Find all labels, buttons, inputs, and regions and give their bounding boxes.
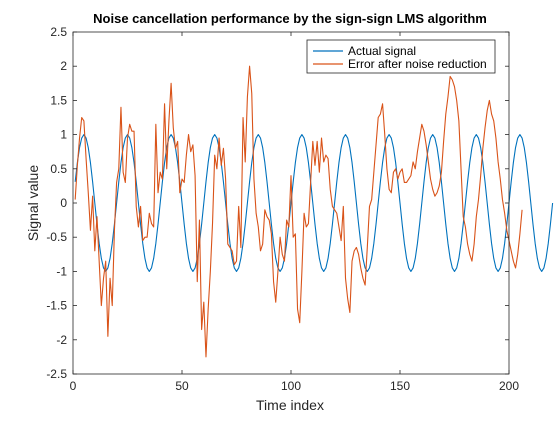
series-layer xyxy=(74,65,554,358)
y-tick-label: 0.5 xyxy=(50,162,67,176)
x-tick-label: 0 xyxy=(70,379,77,393)
y-tick-label: 2.5 xyxy=(50,25,67,39)
series-line-actual xyxy=(74,134,554,272)
y-tick-label: 1 xyxy=(60,128,67,142)
x-tick-label: 100 xyxy=(281,379,301,393)
y-tick-label: -2.5 xyxy=(46,367,67,381)
y-tick-label: -1.5 xyxy=(46,299,67,313)
x-axis-label: Time index xyxy=(256,397,324,413)
legend-label-actual: Actual signal xyxy=(348,44,416,58)
y-tick-label: -0.5 xyxy=(46,230,67,244)
y-tick-label: 0 xyxy=(60,196,67,210)
x-tick-label: 200 xyxy=(499,379,519,393)
y-tick-label: 1.5 xyxy=(50,93,67,107)
axes-layer: 0 50 100 150 200 -2.5 -2 -1.5 -1 -0.5 0 0.5 1 1.5 2 2.5 xyxy=(46,25,519,393)
legend-label-error: Error after noise reduction xyxy=(348,57,487,71)
legend-box xyxy=(306,39,496,74)
chart-title: Noise cancellation performance by the si… xyxy=(93,11,487,26)
y-tick-label: -2 xyxy=(56,333,67,347)
y-tick-label: 2 xyxy=(60,59,67,73)
series-line-error xyxy=(74,65,523,358)
y-tick-label: -1 xyxy=(56,264,67,278)
legend: Actual signal Error after noise reductio… xyxy=(306,39,496,74)
x-tick-label: 150 xyxy=(390,379,410,393)
y-axis-label: Signal value xyxy=(25,165,41,241)
x-tick-label: 50 xyxy=(175,379,189,393)
